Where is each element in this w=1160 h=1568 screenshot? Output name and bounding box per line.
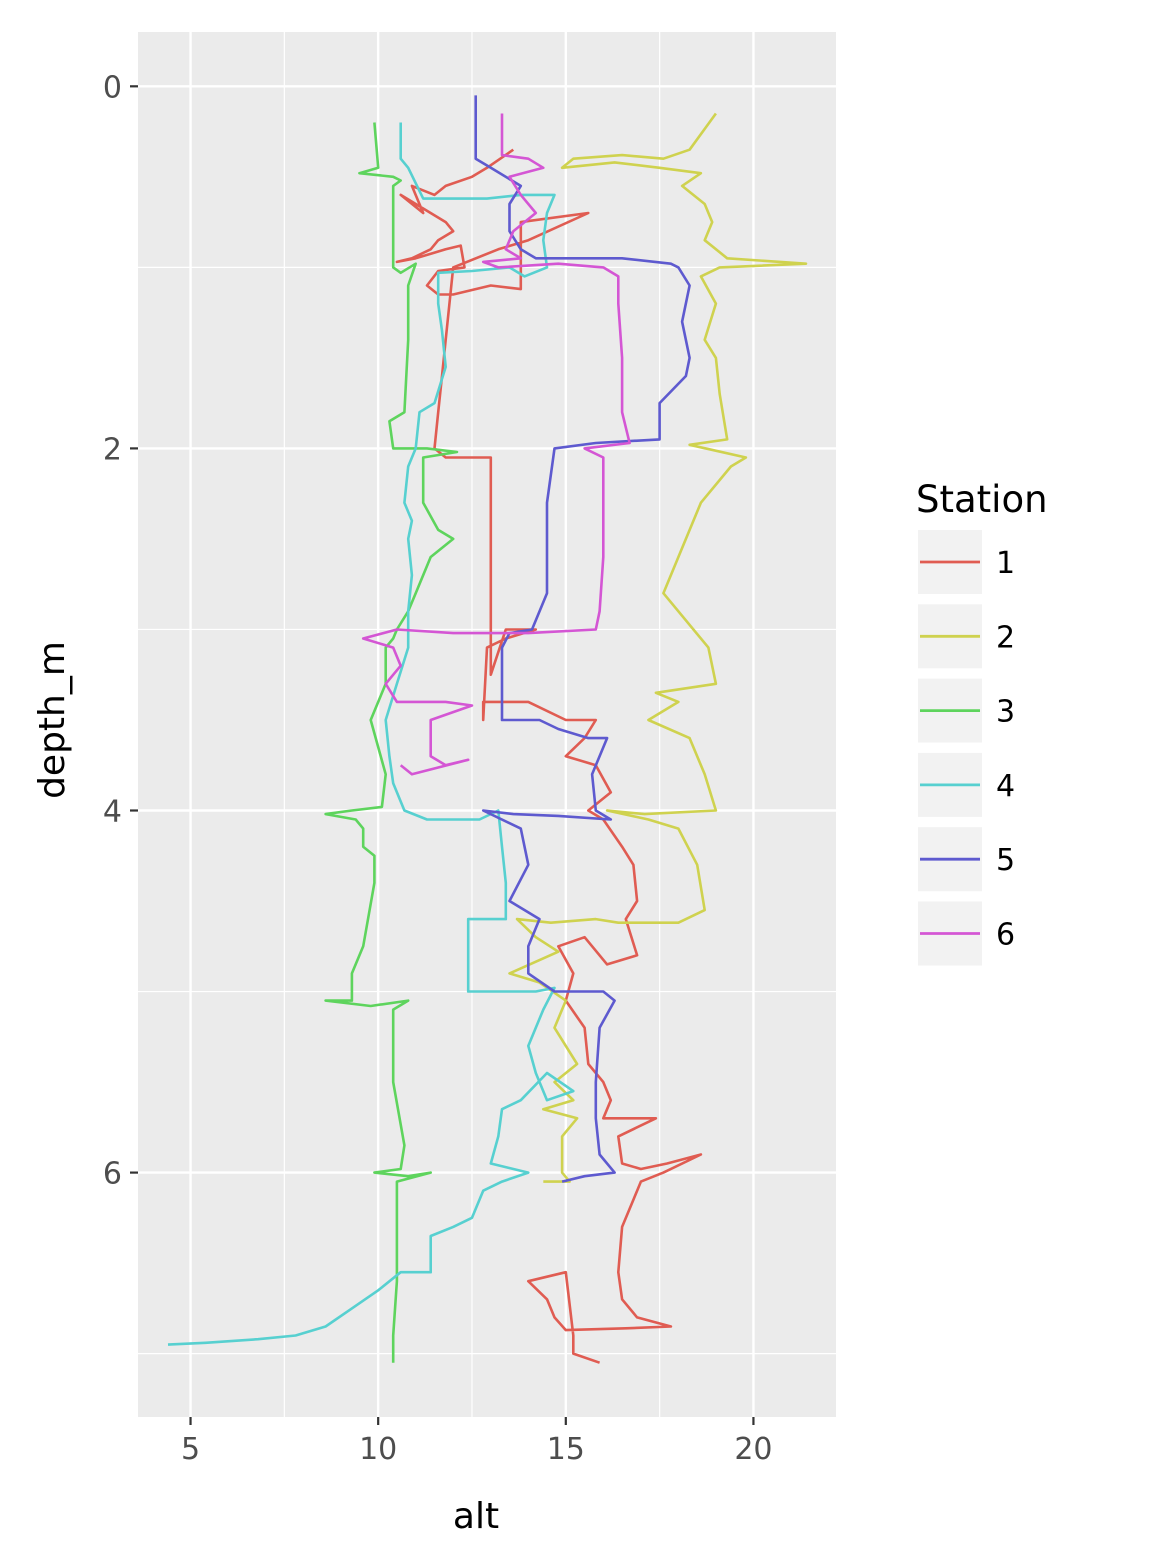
y-tick-label: 2 [103, 432, 122, 467]
legend-label-6: 6 [996, 918, 1015, 953]
legend-label-2: 2 [996, 620, 1015, 655]
legend-label-3: 3 [996, 695, 1015, 730]
legend-title: Station [916, 478, 1048, 521]
series-line-6 [361, 113, 631, 776]
x-tick-label: 20 [734, 1432, 772, 1467]
y-tick-label: 4 [103, 794, 122, 829]
series-line-2 [508, 112, 808, 1183]
y-tick-label: 6 [103, 1157, 122, 1192]
x-axis: 5 10 15 20 [181, 1417, 773, 1467]
y-tick-label: 0 [103, 70, 122, 105]
plot-panel [138, 32, 836, 1417]
series-lines [167, 95, 808, 1364]
legend-label-4: 4 [996, 769, 1015, 804]
legend-label-5: 5 [996, 843, 1015, 878]
series-line-5 [474, 95, 691, 1183]
series-line-4 [167, 122, 575, 1346]
legend-label-1: 1 [996, 546, 1015, 581]
x-tick-label: 5 [181, 1432, 200, 1467]
y-axis-title: depth_m [32, 641, 73, 799]
x-axis-title: alt [453, 1496, 499, 1537]
y-axis: 0 2 4 6 [103, 70, 138, 1192]
series-line-1 [395, 148, 703, 1364]
x-tick-label: 10 [359, 1432, 397, 1467]
legend: Station 1 2 3 4 5 6 [916, 478, 1048, 966]
series-line-3 [324, 122, 459, 1363]
x-tick-label: 15 [547, 1432, 585, 1467]
